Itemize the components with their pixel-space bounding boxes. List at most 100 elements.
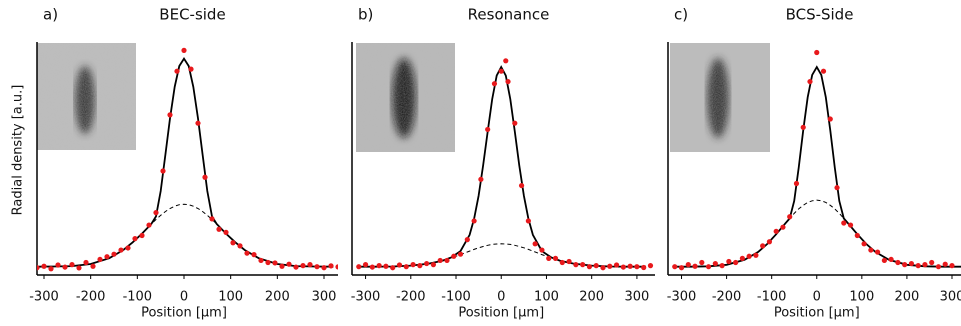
data-point xyxy=(139,232,145,239)
data-point xyxy=(634,264,640,270)
data-point xyxy=(942,261,948,267)
data-point xyxy=(908,260,915,267)
x-axis-label: Position [µm] xyxy=(774,306,860,321)
data-point xyxy=(390,265,396,271)
data-point xyxy=(705,264,712,270)
data-point xyxy=(160,168,166,174)
data-point xyxy=(780,224,786,230)
panel-label: a) xyxy=(43,6,58,24)
data-point xyxy=(396,262,403,268)
data-point xyxy=(376,263,382,269)
data-point xyxy=(929,259,935,266)
data-point xyxy=(90,263,96,269)
data-point xyxy=(773,228,779,234)
data-point xyxy=(546,255,552,261)
data-point xyxy=(437,257,443,264)
data-point xyxy=(505,78,511,85)
data-point xyxy=(216,226,222,232)
x-tick-label: 0 xyxy=(497,290,505,305)
data-point xyxy=(104,254,110,260)
data-point xyxy=(719,263,725,269)
data-point xyxy=(230,240,236,246)
data-point xyxy=(868,247,874,253)
data-point xyxy=(902,262,908,268)
data-point xyxy=(335,264,338,270)
data-point xyxy=(620,264,626,270)
data-point xyxy=(841,220,847,226)
data-point xyxy=(279,263,285,269)
x-tick-label: 100 xyxy=(534,290,559,305)
data-point xyxy=(935,264,942,270)
data-point xyxy=(746,253,752,259)
data-point xyxy=(244,250,250,256)
data-point xyxy=(286,261,292,267)
data-point xyxy=(383,263,389,269)
data-point xyxy=(444,257,450,264)
dashed-fit-line xyxy=(672,199,961,268)
inset-image xyxy=(670,43,770,152)
x-axis-label: Position [µm] xyxy=(458,306,544,321)
x-tick-label: 100 xyxy=(218,290,243,305)
x-tick-label: -200 xyxy=(76,290,106,305)
x-tick-label: 200 xyxy=(265,290,290,305)
data-point xyxy=(787,214,793,220)
data-point xyxy=(410,262,416,268)
data-point xyxy=(48,266,54,272)
x-tick-label: -100 xyxy=(441,290,471,305)
data-point xyxy=(464,237,470,243)
data-point xyxy=(586,264,593,270)
data-point xyxy=(293,264,299,270)
data-point xyxy=(62,264,68,270)
data-point xyxy=(566,258,572,265)
data-point xyxy=(167,112,173,118)
data-point xyxy=(417,263,423,269)
x-tick-label: 300 xyxy=(624,290,649,305)
data-point xyxy=(915,263,921,269)
data-point xyxy=(209,216,215,222)
x-tick-label: 300 xyxy=(312,290,337,305)
data-point xyxy=(607,263,613,269)
x-tick-label: 100 xyxy=(849,290,874,305)
data-point xyxy=(97,256,103,263)
data-point xyxy=(503,58,509,64)
data-point xyxy=(793,180,800,187)
data-point xyxy=(678,265,685,271)
data-point xyxy=(125,245,131,251)
x-tick-label: -100 xyxy=(757,290,787,305)
data-point xyxy=(881,257,887,264)
data-point xyxy=(485,126,491,133)
data-point xyxy=(457,251,464,257)
data-point xyxy=(847,222,854,228)
panel-label: b) xyxy=(358,6,373,24)
data-point xyxy=(861,241,867,247)
data-point xyxy=(146,222,152,228)
data-point xyxy=(647,263,654,269)
x-tick-label: 0 xyxy=(180,290,188,305)
data-point xyxy=(726,258,732,265)
data-point xyxy=(888,256,894,263)
data-point xyxy=(321,265,327,271)
data-point xyxy=(424,260,430,267)
x-tick-label: -200 xyxy=(396,290,426,305)
data-point xyxy=(272,260,278,266)
data-point xyxy=(525,218,531,224)
data-point xyxy=(627,263,633,269)
data-point xyxy=(403,264,409,270)
dashed-fit-line xyxy=(37,203,334,268)
data-point xyxy=(258,257,264,264)
data-point xyxy=(369,264,375,270)
data-point xyxy=(753,252,759,258)
data-point xyxy=(223,229,229,235)
data-point xyxy=(362,262,369,268)
data-point xyxy=(613,262,620,268)
data-point xyxy=(512,120,518,126)
panel-title: BEC-side xyxy=(159,6,225,24)
data-point xyxy=(491,81,498,87)
y-axis-label: Radial density [a.u.] xyxy=(11,85,26,216)
panel-title: BCS-Side xyxy=(786,6,854,24)
data-point xyxy=(895,259,901,266)
data-point xyxy=(641,264,647,271)
data-point xyxy=(132,236,138,242)
data-point xyxy=(827,116,833,122)
